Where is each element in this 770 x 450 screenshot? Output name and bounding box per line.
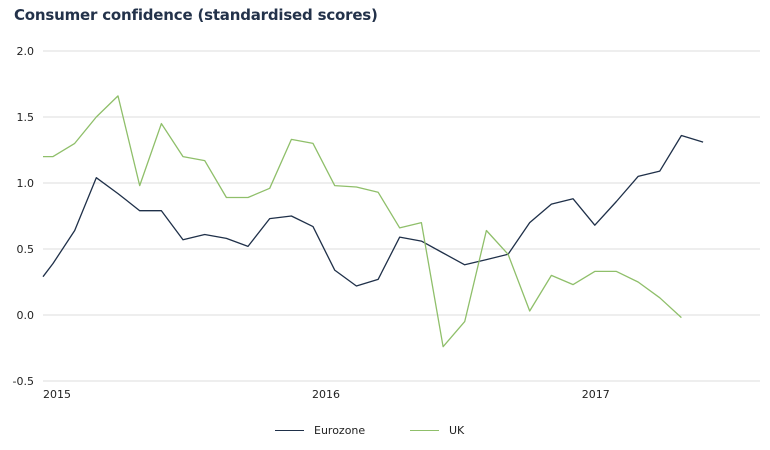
legend: Eurozone UK (0, 418, 770, 442)
y-tick-label: 2.0 (17, 45, 35, 58)
y-tick-label: 1.0 (17, 177, 35, 190)
legend-label-uk: UK (449, 423, 465, 437)
x-tick-label: 2016 (312, 388, 340, 401)
series-line-uk[interactable] (43, 95, 682, 348)
legend-item-uk[interactable]: UK (410, 418, 464, 442)
legend-item-eurozone[interactable]: Eurozone (275, 418, 365, 442)
y-tick-label: 0.5 (17, 243, 35, 256)
chart-title: Consumer confidence (standardised scores… (14, 6, 378, 24)
y-axis-ticks: 2.0 1.5 1.0 0.5 0.0 -0.5 (13, 45, 34, 388)
y-tick-label: 1.5 (17, 111, 35, 124)
x-axis-ticks: 2015 2016 2017 (43, 388, 610, 401)
series-line-eurozone[interactable] (42, 134, 704, 287)
x-tick-label: 2015 (43, 388, 71, 401)
y-tick-label: -0.5 (13, 375, 34, 388)
gridlines (43, 50, 760, 382)
x-tick-label: 2017 (582, 388, 610, 401)
legend-label-eurozone: Eurozone (314, 423, 366, 437)
legend-swatch-eurozone (275, 429, 304, 431)
legend-swatch-uk (410, 429, 439, 431)
y-tick-label: 0.0 (17, 309, 35, 322)
series-lines (42, 95, 704, 348)
